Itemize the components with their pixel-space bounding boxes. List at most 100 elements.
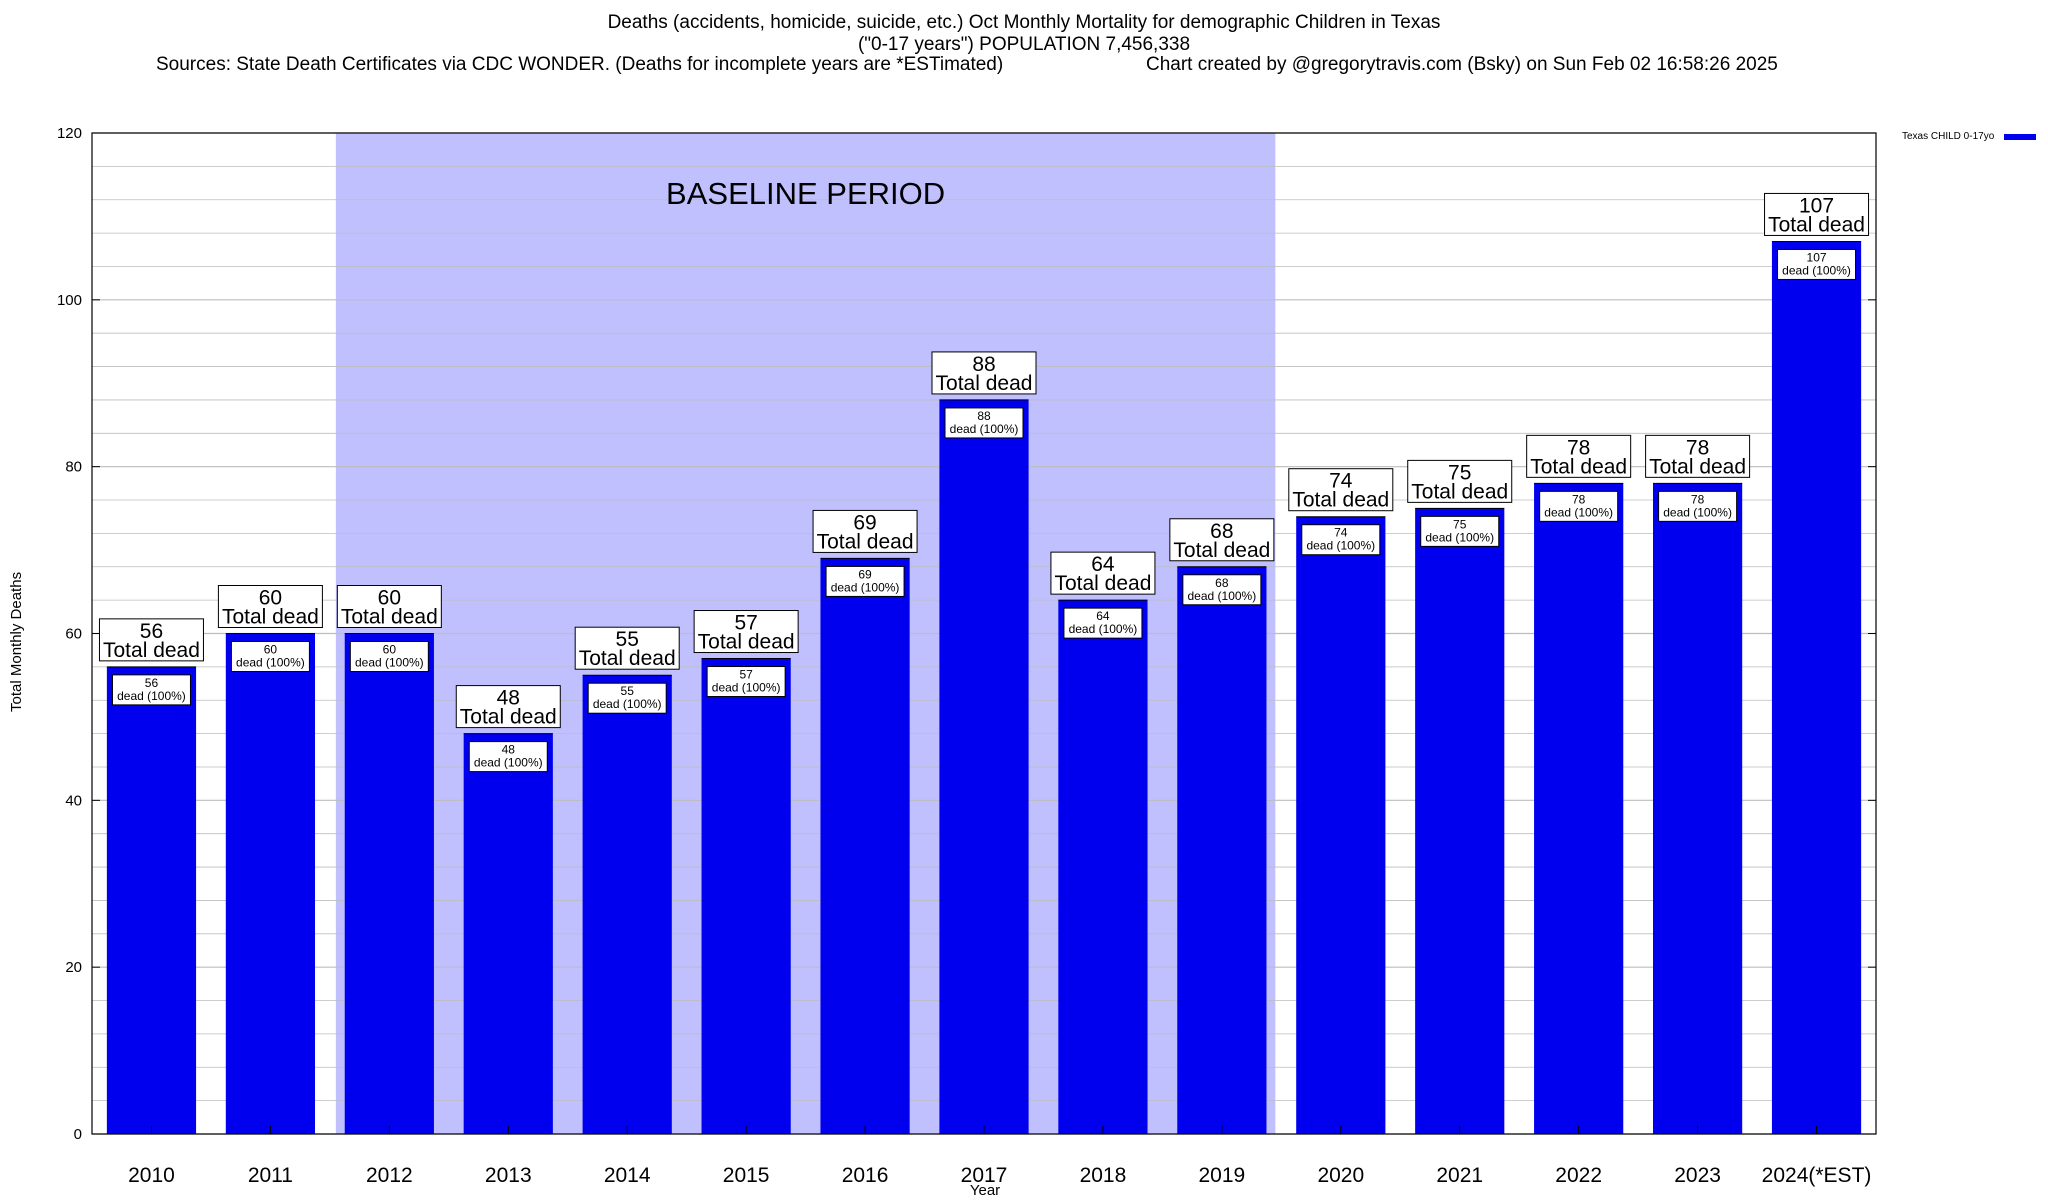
plot-border	[91, 132, 1877, 1135]
inner-percent-label: dead (100%)	[831, 580, 900, 594]
x-tick-label: 2015	[723, 1164, 770, 1187]
inner-label-box	[1658, 490, 1738, 522]
inner-percent-label: dead (100%)	[1069, 622, 1138, 636]
inner-label-box	[1301, 524, 1381, 556]
inner-value-label: 88	[977, 409, 991, 423]
total-label-box	[1526, 434, 1632, 478]
bar	[1415, 508, 1505, 1134]
x-tick-label: 2020	[1317, 1164, 1364, 1187]
bar	[820, 558, 910, 1134]
inner-percent-label: dead (100%)	[236, 656, 305, 670]
inner-value-label: 56	[145, 676, 159, 690]
x-tick-label: 2016	[842, 1164, 889, 1187]
inner-value-label: 60	[264, 643, 278, 657]
total-value-label: 56	[140, 620, 163, 643]
inner-percent-label: dead (100%)	[593, 697, 662, 711]
total-dead-label: Total dead	[817, 530, 914, 553]
y-axis-label: Total Monthly Deaths	[8, 571, 25, 712]
x-tick-label: 2013	[485, 1164, 532, 1187]
total-value-label: 64	[1091, 553, 1115, 576]
total-label-box	[812, 509, 918, 553]
inner-percent-label: dead (100%)	[1425, 530, 1494, 544]
total-dead-label: Total dead	[1649, 455, 1746, 478]
x-tick-label: 2010	[128, 1164, 175, 1187]
inner-value-label: 69	[858, 567, 872, 581]
y-tick-label: 20	[65, 959, 82, 976]
inner-value-label: 55	[621, 684, 635, 698]
inner-percent-label: dead (100%)	[1306, 539, 1375, 553]
legend-label: Texas CHILD 0-17yo	[1902, 131, 1995, 142]
inner-label-box	[587, 682, 667, 714]
y-tick-label: 0	[74, 1126, 82, 1143]
total-label-box	[217, 585, 323, 628]
inner-percent-label: dead (100%)	[117, 689, 186, 703]
inner-percent-label: dead (100%)	[474, 756, 543, 770]
x-axis-label: Year	[969, 1182, 1001, 1199]
bar	[1177, 566, 1267, 1134]
x-tick-label: 2018	[1080, 1164, 1127, 1187]
bar	[1296, 516, 1386, 1134]
bar	[582, 675, 672, 1134]
total-dead-label: Total dead	[1411, 480, 1508, 503]
inner-value-label: 78	[1572, 492, 1586, 506]
inner-value-label: 78	[1691, 492, 1705, 506]
inner-value-label: 48	[502, 743, 516, 757]
total-label-box	[1050, 551, 1156, 595]
inner-label-box	[1182, 574, 1262, 606]
x-tick-label: 2022	[1555, 1164, 1602, 1187]
legend: Texas CHILD 0-17yo	[1902, 131, 2037, 142]
y-tick-label: 80	[65, 459, 82, 476]
chart-subtitle: ("0-17 years") POPULATION 7,456,338	[857, 34, 1191, 55]
inner-label-box	[230, 641, 310, 672]
inner-label-box	[1063, 607, 1143, 639]
total-label-box	[1645, 434, 1751, 478]
total-value-label: 75	[1448, 461, 1471, 484]
bar	[225, 633, 315, 1134]
total-label-box	[931, 351, 1037, 395]
y-tick-label: 120	[57, 125, 82, 142]
total-value-label: 60	[378, 587, 401, 610]
inner-label-box	[349, 641, 429, 672]
inner-percent-label: dead (100%)	[950, 422, 1019, 436]
bar	[939, 399, 1029, 1134]
total-dead-label: Total dead	[1768, 213, 1865, 236]
bar	[1058, 600, 1148, 1134]
chart-title: Deaths (accidents, homicide, suicide, et…	[607, 12, 1441, 33]
x-tick-label: 2023	[1674, 1164, 1721, 1187]
inner-label-box	[1420, 515, 1500, 547]
inner-label-box	[1539, 490, 1619, 522]
inner-label-box	[825, 565, 905, 597]
bar	[106, 666, 197, 1134]
inner-value-label: 60	[383, 643, 397, 657]
total-value-label: 78	[1686, 436, 1709, 459]
inner-label-box	[706, 666, 786, 698]
inner-value-label: 64	[1096, 609, 1110, 623]
inner-percent-label: dead (100%)	[355, 656, 424, 670]
bar	[344, 633, 434, 1134]
x-tick-label: 2011	[248, 1164, 293, 1187]
inner-label-box	[1777, 248, 1857, 280]
inner-percent-label: dead (100%)	[1188, 589, 1257, 603]
chart-sources: Sources: State Death Certificates via CD…	[156, 54, 1004, 75]
total-value-label: 69	[853, 511, 876, 534]
total-dead-label: Total dead	[1054, 572, 1151, 595]
inner-value-label: 75	[1453, 517, 1467, 531]
inner-label-box	[111, 674, 191, 706]
total-dead-label: Total dead	[103, 639, 200, 662]
baseline-label: BASELINE PERIOD	[666, 176, 945, 211]
total-dead-label: Total dead	[936, 372, 1033, 395]
inner-percent-label: dead (100%)	[1782, 263, 1851, 277]
inner-percent-label: dead (100%)	[712, 681, 781, 695]
inner-value-label: 74	[1334, 526, 1348, 540]
total-value-label: 60	[259, 587, 282, 610]
total-label-box	[1764, 192, 1870, 236]
total-dead-label: Total dead	[341, 606, 438, 629]
total-label-box	[1407, 459, 1513, 503]
x-tick-label: 2017	[961, 1164, 1008, 1187]
y-tick-label: 100	[57, 292, 82, 309]
total-label-box	[98, 618, 204, 662]
inner-value-label: 107	[1807, 250, 1827, 264]
bar	[1653, 483, 1743, 1135]
x-tick-label: 2021	[1436, 1164, 1483, 1187]
inner-value-label: 57	[739, 668, 753, 682]
